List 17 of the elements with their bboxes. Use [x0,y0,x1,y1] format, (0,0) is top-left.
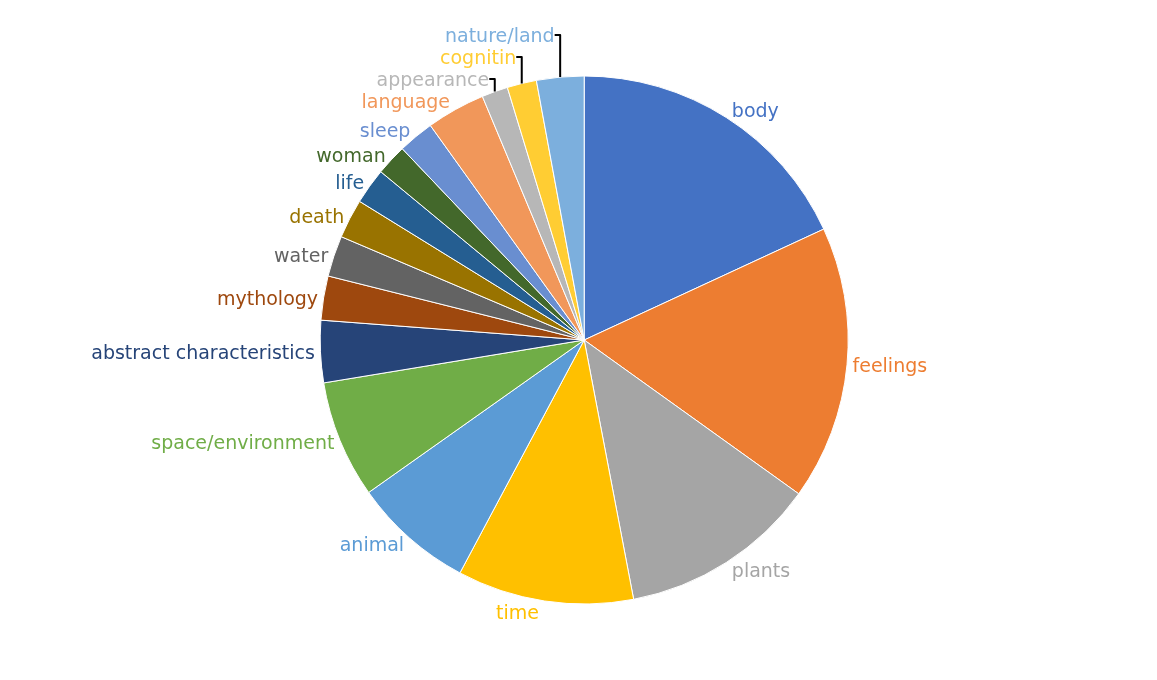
slice-label: space/environment [151,430,335,453]
slice-label: language [361,90,451,113]
slice-label: woman [316,143,386,166]
slice-label: feelings [852,353,928,376]
slice-label: plants [731,559,791,582]
slice-label: sleep [359,119,411,142]
slice-label: abstract characteristics [91,340,315,363]
slice-label: cognitin [440,46,517,69]
slice-label: water [274,243,329,266]
slice-label: animal [339,533,405,556]
slice-label: life [335,171,365,194]
slice-label: death [289,205,345,228]
slice-label: body [731,98,779,121]
slice-label: appearance [376,68,490,91]
slice-label: nature/land [444,24,555,47]
slice-label: time [496,600,540,623]
slice-label: mythology [216,286,319,309]
